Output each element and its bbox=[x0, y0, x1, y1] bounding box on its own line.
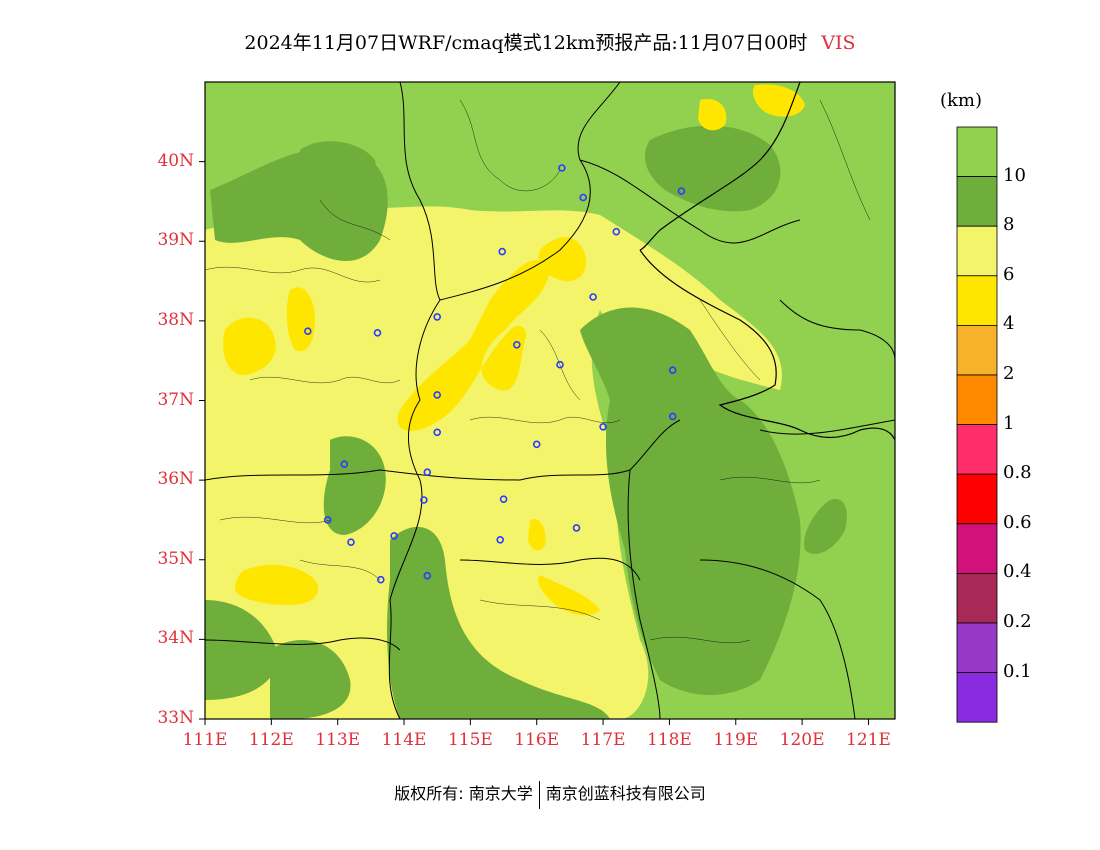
lon-tick-label: 118E bbox=[646, 730, 692, 750]
variable-name: VIS bbox=[821, 32, 856, 54]
lon-tick-label: 121E bbox=[846, 730, 891, 750]
colorbar-swatch bbox=[956, 672, 998, 723]
vis-4-6-regions bbox=[223, 84, 805, 616]
lat-tick-label: 36N bbox=[157, 469, 194, 490]
city-marker bbox=[376, 575, 385, 584]
colorbar-swatch bbox=[956, 573, 998, 624]
footer: 版权所有: 南京大学 南京创蓝科技有限公司 bbox=[0, 780, 1100, 809]
colorbar-unit: (km) bbox=[940, 90, 983, 111]
city-marker bbox=[433, 391, 442, 399]
city-marker bbox=[499, 495, 508, 504]
colorbar-swatch bbox=[956, 473, 998, 525]
city-marker bbox=[303, 327, 312, 336]
city-marker bbox=[579, 193, 588, 202]
city-marker bbox=[668, 412, 677, 421]
lon-tick-label: 113E bbox=[315, 730, 361, 750]
colorbar-swatch bbox=[956, 275, 998, 326]
city-marker bbox=[423, 468, 432, 477]
lat-tick-label: 40N bbox=[157, 150, 194, 171]
company-text: 南京创蓝科技有限公司 bbox=[545, 784, 706, 803]
city-marker bbox=[668, 366, 677, 375]
city-marker bbox=[420, 496, 428, 504]
city-marker bbox=[347, 538, 355, 547]
city-marker bbox=[556, 360, 564, 369]
colorbar-label: 10 bbox=[1003, 164, 1026, 186]
city-marker bbox=[599, 422, 607, 431]
city-marker bbox=[532, 440, 541, 449]
colorbar-label: 0.1 bbox=[1003, 660, 1032, 682]
lon-tick-label: 119E bbox=[713, 730, 759, 750]
title-text: 2024年11月07日WRF/cmaq模式12km预报产品:11月07日00时 bbox=[244, 32, 808, 54]
city-marker bbox=[390, 532, 398, 540]
colorbar-swatch bbox=[956, 176, 998, 227]
colorbar-label: 0.6 bbox=[1003, 511, 1032, 533]
footer-separator bbox=[538, 780, 540, 809]
colorbar-swatch bbox=[956, 523, 998, 574]
lon-tick-label: 112E bbox=[248, 730, 294, 750]
colorbar-swatch bbox=[956, 622, 998, 673]
province-boundaries bbox=[205, 82, 895, 719]
lat-tick-label: 38N bbox=[157, 309, 194, 330]
city-marker bbox=[498, 247, 507, 256]
city-marker bbox=[612, 227, 621, 236]
lat-tick-label: 37N bbox=[157, 389, 194, 410]
city-marker bbox=[589, 293, 597, 301]
city-marker bbox=[433, 313, 442, 321]
city-marker bbox=[572, 524, 581, 532]
colorbar-label: 1 bbox=[1003, 412, 1015, 434]
colorbar-swatch bbox=[956, 225, 998, 277]
map-field bbox=[205, 82, 895, 719]
colorbar bbox=[956, 126, 998, 723]
vis-8-10-regions bbox=[205, 125, 847, 719]
lon-tick-label: 114E bbox=[381, 730, 427, 750]
lon-tick-label: 117E bbox=[580, 730, 626, 750]
lon-tick-label: 116E bbox=[514, 730, 560, 750]
lon-tick-label: 120E bbox=[779, 730, 825, 750]
lon-tick-label: 111E bbox=[182, 730, 228, 750]
colorbar-swatch bbox=[956, 126, 998, 177]
colorbar-swatch bbox=[956, 424, 998, 475]
colorbar-label: 0.4 bbox=[1003, 561, 1032, 583]
city-marker bbox=[423, 571, 432, 580]
city-marker bbox=[323, 516, 332, 524]
lat-tick-label: 33N bbox=[157, 708, 194, 728]
coastline-north bbox=[639, 82, 801, 251]
colorbar-label: 6 bbox=[1003, 263, 1015, 285]
city-marker bbox=[373, 328, 382, 337]
lat-tick-label: 34N bbox=[157, 628, 194, 649]
county-boundaries bbox=[205, 99, 871, 644]
colorbar-swatch bbox=[956, 374, 998, 425]
city-marker bbox=[677, 187, 686, 195]
lat-tick-label: 35N bbox=[157, 548, 194, 569]
colorbar-swatch bbox=[956, 324, 998, 376]
axis-ticks bbox=[199, 161, 869, 725]
colorbar-label: 0.8 bbox=[1003, 462, 1032, 484]
copyright-text: 版权所有: 南京大学 bbox=[394, 784, 533, 803]
colorbar-label: 8 bbox=[1003, 214, 1015, 236]
colorbar-label: 0.2 bbox=[1003, 611, 1032, 632]
coastline bbox=[639, 249, 895, 441]
city-markers bbox=[303, 164, 686, 584]
city-marker bbox=[340, 460, 349, 469]
lon-tick-label: 115E bbox=[447, 730, 493, 750]
city-marker bbox=[496, 535, 505, 544]
city-marker bbox=[558, 164, 566, 172]
map-title: 2024年11月07日WRF/cmaq模式12km预报产品:11月07日00时 V… bbox=[0, 28, 1100, 55]
city-marker bbox=[512, 340, 521, 349]
city-marker bbox=[433, 428, 442, 437]
colorbar-label: 4 bbox=[1003, 313, 1015, 335]
lat-tick-label: 39N bbox=[157, 230, 194, 251]
colorbar-label: 2 bbox=[1003, 363, 1015, 384]
